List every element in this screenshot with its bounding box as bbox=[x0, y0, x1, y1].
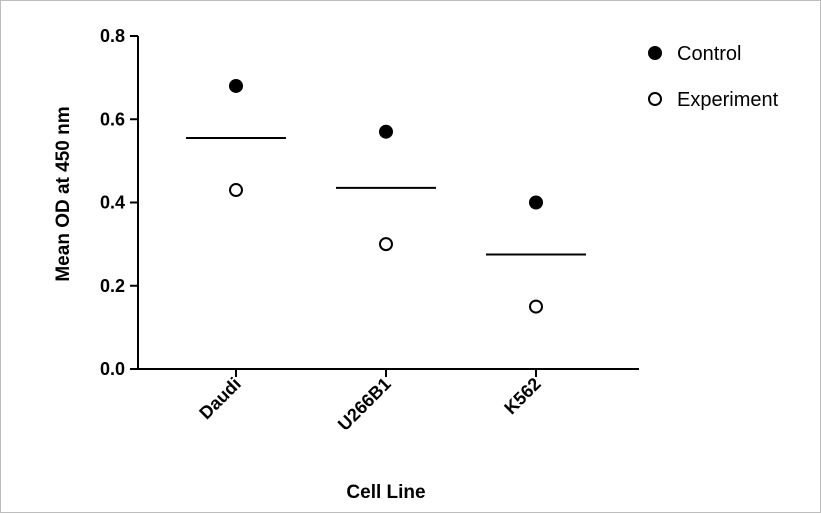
control-legend-label: Control bbox=[677, 43, 741, 65]
y-tick-label: 0.4 bbox=[100, 193, 125, 213]
x-axis-title: Cell Line bbox=[346, 482, 425, 503]
x-tick-label-u266b1: U266B1 bbox=[334, 374, 395, 435]
x-axis-ticks: Daudi U266B1 K562 bbox=[195, 369, 545, 435]
y-tick-label: 0.8 bbox=[100, 26, 125, 46]
experiment-legend-label: Experiment bbox=[677, 89, 779, 111]
experiment-point-daudi bbox=[229, 183, 243, 198]
y-axis-title: Mean OD at 450 nm bbox=[53, 106, 74, 281]
experiment-point-k562 bbox=[529, 299, 543, 314]
control-legend-marker bbox=[648, 46, 662, 60]
control-point-k562 bbox=[529, 195, 543, 210]
experiment-legend-marker bbox=[648, 92, 662, 106]
x-tick-label-k562: K562 bbox=[500, 374, 545, 419]
legend: Control Experiment bbox=[648, 43, 779, 111]
x-tick-label-daudi: Daudi bbox=[195, 374, 245, 424]
y-tick-label: 0.6 bbox=[100, 109, 125, 129]
y-tick-label: 0.0 bbox=[100, 359, 125, 379]
control-point-u266b1 bbox=[379, 124, 393, 139]
mean-lines bbox=[186, 136, 586, 256]
y-tick-label: 0.2 bbox=[100, 276, 125, 296]
experiment-point-u266b1 bbox=[379, 237, 393, 252]
data-points bbox=[229, 78, 543, 314]
axes bbox=[137, 36, 639, 370]
control-point-daudi bbox=[229, 78, 243, 93]
y-axis-ticks: 0.0 0.2 0.4 0.6 0.8 bbox=[100, 26, 138, 379]
